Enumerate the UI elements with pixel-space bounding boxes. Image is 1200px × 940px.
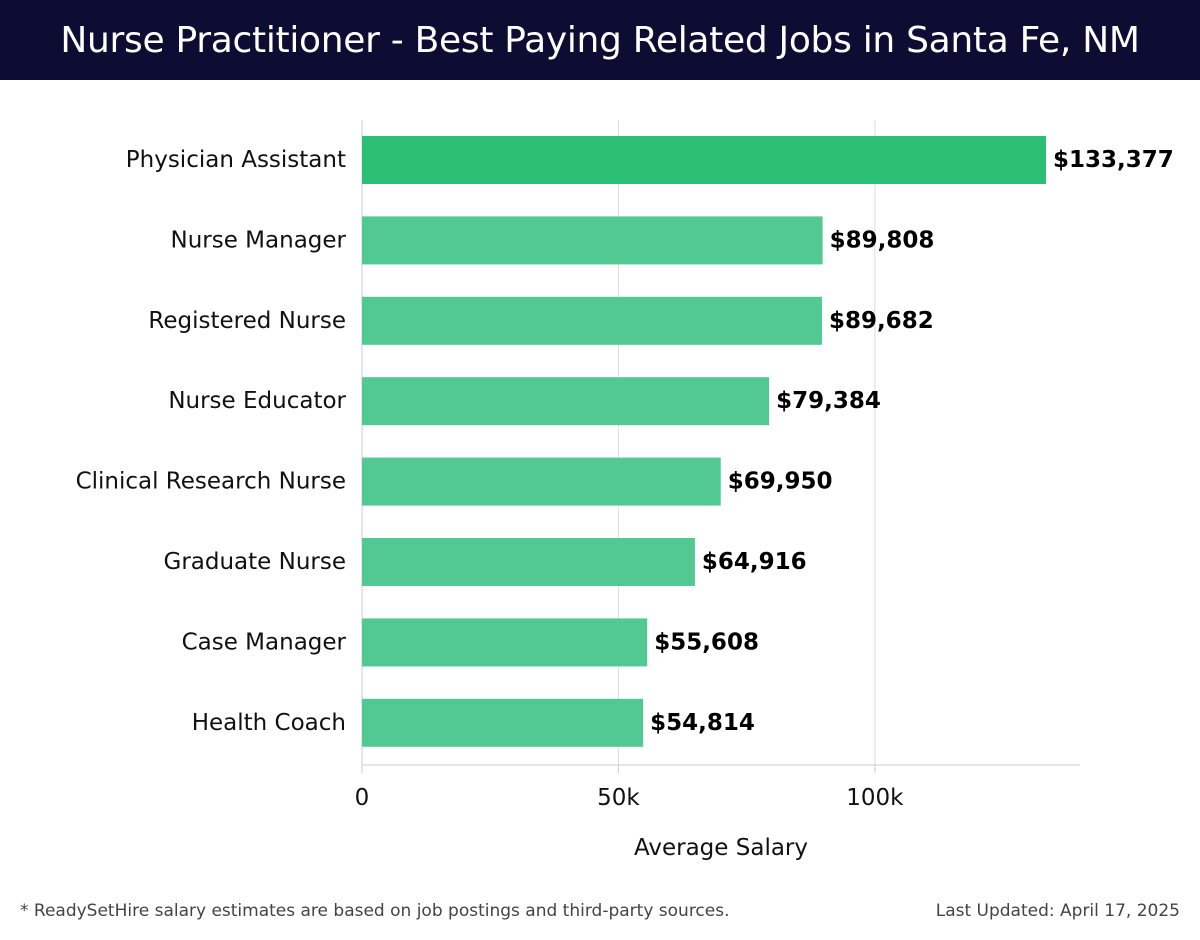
category-label: Nurse Educator	[168, 388, 346, 414]
bar	[362, 377, 770, 426]
x-tick-label: 100k	[846, 785, 904, 811]
value-label: $89,808	[830, 227, 935, 253]
category-label: Nurse Manager	[171, 227, 347, 253]
category-label: Graduate Nurse	[164, 549, 347, 575]
bar	[362, 136, 1047, 184]
salary-bar-chart: 0 50k 100k Average Salary Physician Assistan…	[76, 120, 1174, 861]
value-label: $79,384	[776, 388, 881, 414]
bar	[362, 618, 648, 667]
category-label: Clinical Research Nurse	[76, 469, 346, 495]
category-label: Case Manager	[182, 629, 347, 655]
x-axis-title: Average Salary	[634, 835, 808, 861]
value-label: $54,814	[650, 710, 755, 736]
value-label: $89,682	[829, 308, 934, 334]
bar	[362, 216, 823, 265]
value-label: $55,608	[654, 629, 759, 655]
value-label: $64,916	[702, 549, 807, 575]
x-tick-label: 0	[355, 785, 370, 811]
value-label: $133,377	[1053, 147, 1174, 173]
category-label: Physician Assistant	[126, 147, 346, 173]
last-updated: Last Updated: April 17, 2025	[935, 901, 1180, 921]
bar	[362, 296, 822, 345]
x-tick-label: 50k	[597, 785, 640, 811]
category-label: Registered Nurse	[148, 308, 346, 334]
category-label: Health Coach	[192, 710, 346, 736]
footer-note: * ReadySetHire salary estimates are base…	[20, 901, 730, 921]
page-title: Nurse Practitioner - Best Paying Related…	[60, 19, 1140, 61]
bar	[362, 698, 644, 747]
bar	[362, 457, 721, 506]
header-bar: Nurse Practitioner - Best Paying Related…	[0, 0, 1200, 80]
value-label: $69,950	[728, 469, 833, 495]
bar	[362, 538, 695, 586]
